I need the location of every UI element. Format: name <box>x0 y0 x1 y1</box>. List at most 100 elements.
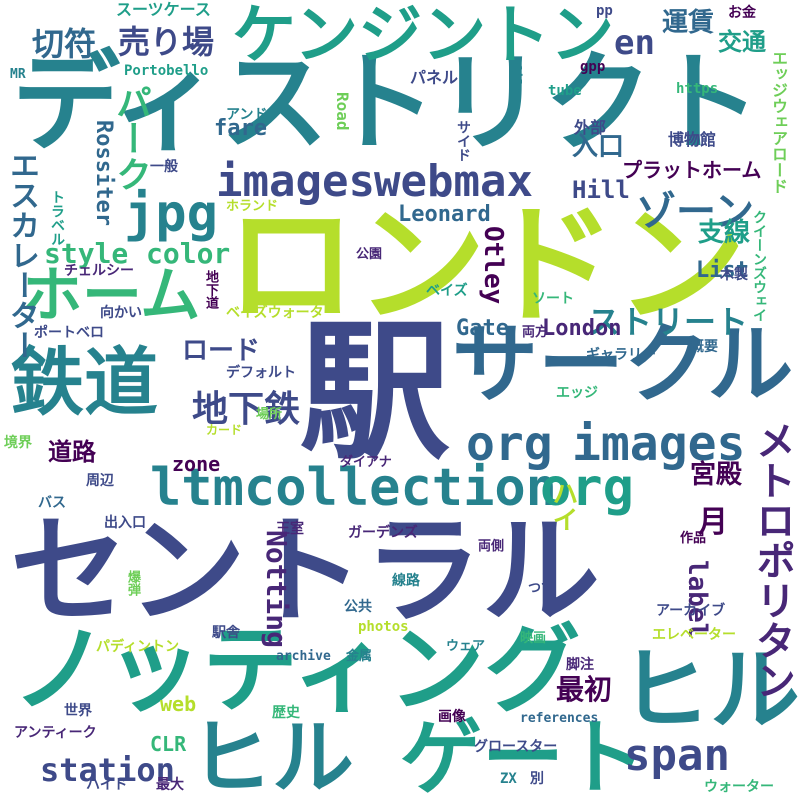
word-branch: 支線 <box>698 218 751 248</box>
word-surroundings: 周辺 <box>86 473 114 489</box>
word-images-2: images <box>216 156 375 207</box>
word-both: 両方 <box>522 325 549 340</box>
word-notting-en: Notting <box>260 530 293 649</box>
word-portobello-ja: ポートベロ <box>34 325 104 341</box>
word-underpass: 地下道 <box>203 270 218 309</box>
word-history: 歴史 <box>272 705 300 721</box>
word-circle: サークル <box>452 315 794 415</box>
word-rossiter: Rossiter <box>91 120 116 226</box>
word-public: 公共 <box>344 599 372 615</box>
word-external: 外部 <box>574 118 607 137</box>
word-works: 作品 <box>680 531 707 546</box>
word-road: Road <box>333 92 352 131</box>
word-hill-en: Hill <box>572 176 630 204</box>
word-clr: CLR <box>150 732 187 756</box>
word-place: 場所 <box>256 407 283 422</box>
word-max: 最大 <box>156 777 184 793</box>
word-otley: Otley <box>478 226 508 305</box>
word-card: カード <box>206 423 243 437</box>
word-first: 最初 <box>556 673 613 706</box>
word-zone-ja: ゾーン <box>636 189 754 235</box>
word-list: List <box>696 258 749 283</box>
word-eki: 駅 <box>300 306 451 480</box>
word-zx: ZX <box>500 771 517 787</box>
word-default: デフォルト <box>226 365 296 381</box>
word-edgware-road: エッジウェアロード <box>769 50 788 194</box>
word-tsute: つて <box>528 581 555 596</box>
word-transport: 交通 <box>718 28 766 56</box>
word-station: station <box>40 751 175 789</box>
word-museum: 博物館 <box>668 130 717 149</box>
word-home: ホーム <box>22 261 201 331</box>
word-gate: ゲート <box>400 711 647 800</box>
word-palace: 宮殿 <box>690 460 743 490</box>
word-entrance: 入口 <box>572 132 625 162</box>
word-bays: ベイズ <box>426 283 468 299</box>
word-photos: photos <box>358 619 409 635</box>
word-money: お金 <box>728 5 756 21</box>
word-wooden: 木製 <box>720 267 748 283</box>
word-side: サイド <box>455 120 471 162</box>
word-en: en <box>614 23 655 63</box>
word-park: パーク <box>110 84 151 192</box>
word-jpg: jpg <box>124 184 218 244</box>
word-bus: バス <box>38 495 66 511</box>
word-and: アンド <box>226 107 268 123</box>
word-holland: ホランド <box>226 199 279 214</box>
word-gloucester: グロースター <box>474 739 558 755</box>
word-moon: 月 <box>698 505 728 540</box>
word-web: web <box>160 692 197 716</box>
word-bayswater: ベイズウォーター <box>226 305 338 321</box>
word-tube: tube <box>548 83 582 99</box>
word-separate: 別 <box>530 771 544 787</box>
word-track: 線路 <box>392 573 420 589</box>
word-chelsea: チェルシー <box>64 263 134 279</box>
word-escalator: エスカレーター <box>4 150 39 360</box>
word-queensway: クイーンズウェイ <box>751 210 767 322</box>
word-label: label <box>682 560 712 639</box>
word-metal: 金属 <box>346 649 373 664</box>
word-station-building: 駅舎 <box>212 625 240 641</box>
word-leonard: Leonard <box>398 202 491 227</box>
word-gpp: gpp <box>580 59 606 75</box>
word-diana: ダイアナ <box>340 455 392 470</box>
word-webmax: webmax <box>374 156 533 207</box>
word-general: 一般 <box>150 159 178 175</box>
word-pp: pp <box>596 3 613 19</box>
word-sort: ソート <box>532 291 574 307</box>
word-film: film <box>507 62 523 96</box>
word-panel: パネル <box>410 68 459 87</box>
word-archive: archive <box>276 649 331 664</box>
word-mr: MR <box>10 67 26 82</box>
word-style: style <box>44 237 129 270</box>
word-elevator: エレベーター <box>652 627 736 643</box>
word-gate-en: Gate <box>456 316 509 341</box>
word-color: color <box>146 237 231 270</box>
word-platform: プラットホーム <box>622 158 762 182</box>
word-london-en: London <box>542 316 622 341</box>
word-hill-1: ヒル <box>620 638 800 743</box>
word-hyde: ハイド <box>86 777 128 793</box>
word-central: セントラル <box>10 502 601 640</box>
word-world: 世界 <box>64 703 92 719</box>
word-water: ウォーター <box>704 779 774 795</box>
word-park-ja: 公園 <box>356 247 383 262</box>
word-district: ディストリクト <box>12 41 761 166</box>
word-movie: 映画 <box>520 631 547 646</box>
word-references: references <box>520 711 599 726</box>
word-kensington: ケンジントン <box>232 0 615 73</box>
word-uriba: 売り場 <box>118 23 215 61</box>
word-ltmcollection: ltmcollection <box>150 458 557 518</box>
word-org-1: org <box>540 458 634 518</box>
word-image: 画像 <box>438 709 466 725</box>
word-footnote: 脚注 <box>566 657 594 673</box>
word-high: ハイ <box>548 480 578 532</box>
word-edge: エッジ <box>556 385 598 401</box>
word-suitcase: スーツケース <box>116 0 211 19</box>
word-gallery: ギャラリー <box>586 347 656 363</box>
word-zone: zone <box>172 452 221 476</box>
word-ware: ウェア <box>446 639 486 654</box>
word-royal: 王室 <box>276 521 304 537</box>
word-railway: 鉄道 <box>10 340 158 426</box>
